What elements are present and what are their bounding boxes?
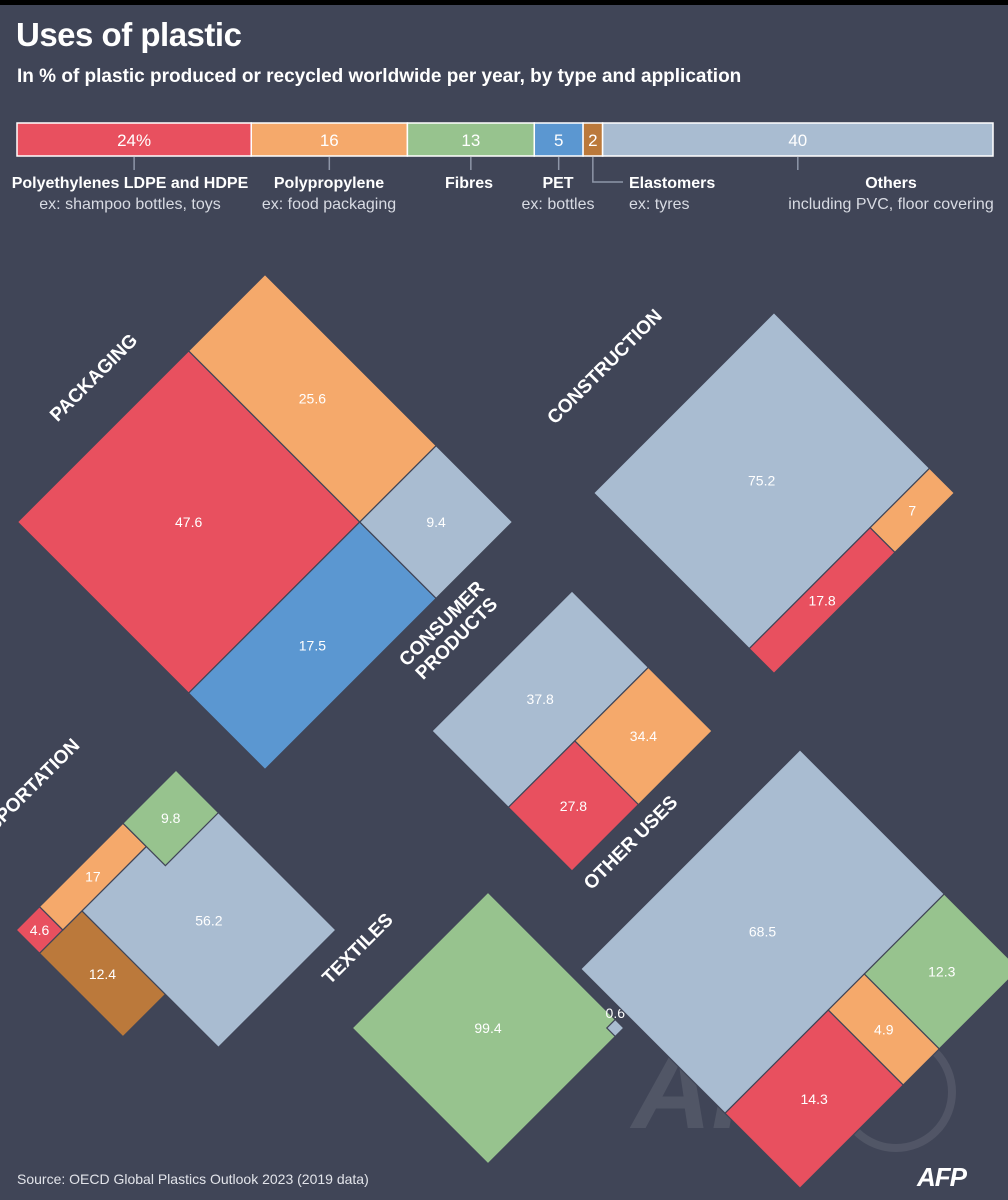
- application-title-group: TEXTILES: [319, 910, 398, 989]
- treemap-blocks-4: [351, 891, 625, 1165]
- bar-segment-others: [601, 122, 994, 157]
- legend-name-elastomers: Elastomers: [629, 175, 715, 192]
- bar-segment-pet: [533, 122, 584, 157]
- block-value-polypropylene: 34.4: [630, 728, 657, 744]
- legend-name-polyethylene: Polyethylenes LDPE and HDPE: [12, 175, 249, 192]
- block-polypropylene: [869, 467, 956, 554]
- application-title: CONSTRUCTION: [544, 306, 667, 429]
- block-fibres: [122, 769, 220, 867]
- block-value-others: 37.8: [527, 691, 554, 707]
- afp-logo: AFP: [917, 1162, 967, 1192]
- bar-value-polyethylene: 24%: [117, 131, 151, 150]
- bar-segment-polyethylene: [16, 122, 252, 157]
- block-value-fibres: 99.4: [474, 1020, 501, 1036]
- block-others: [605, 1018, 625, 1038]
- block-value-polyethylene: 4.6: [30, 922, 50, 938]
- bar-value-fibres: 13: [461, 131, 480, 150]
- legend-example-others: including PVC, floor covering: [788, 196, 993, 213]
- legend-example-polyethylene: ex: shampoo bottles, toys: [39, 196, 220, 213]
- bar-value-pet: 5: [554, 131, 563, 150]
- block-value-pet: 17.5: [299, 638, 326, 654]
- bar-segment-polypropylene: [250, 122, 409, 157]
- legend-example-elastomers: ex: tyres: [629, 196, 689, 213]
- bar-value-others: 40: [788, 131, 807, 150]
- bar-value-elastomers: 2: [588, 131, 597, 150]
- application-title-group: TRANSPORTATION: [0, 735, 84, 873]
- block-value-polyethylene: 47.6: [175, 514, 202, 530]
- block-value-others: 56.2: [195, 912, 222, 928]
- treemap-blocks-0: [16, 273, 514, 771]
- legend-name-pet: PET: [542, 175, 573, 192]
- block-value-fibres: 12.3: [928, 963, 955, 979]
- application-title: TRANSPORTATION: [0, 735, 84, 873]
- treemap-blocks-2: [431, 590, 713, 872]
- chart-subtitle: In % of plastic produced or recycled wor…: [17, 66, 742, 87]
- treemap-blocks-1: [592, 311, 956, 675]
- block-value-others: 75.2: [748, 473, 775, 489]
- block-value-fibres: 9.8: [161, 810, 181, 826]
- block-fibres: [351, 891, 625, 1165]
- top-rule: [0, 0, 1008, 5]
- treemap-blocks-3: [15, 769, 337, 1049]
- block-value-polypropylene: 17: [85, 869, 101, 885]
- block-value-elastomers: 12.4: [89, 966, 116, 982]
- chart-title: Uses of plastic: [16, 16, 242, 53]
- legend-name-polypropylene: Polypropylene: [274, 175, 384, 192]
- block-value-others: 9.4: [426, 514, 446, 530]
- legend-name-fibres: Fibres: [445, 175, 493, 192]
- application-title-group: CONSTRUCTION: [544, 306, 667, 429]
- block-value-polyethylene: 27.8: [560, 798, 587, 814]
- block-polypropylene: [187, 273, 437, 523]
- application-title: TEXTILES: [319, 910, 398, 989]
- treemap-blocks-5: [579, 748, 1008, 1190]
- legend-example-polypropylene: ex: food packaging: [262, 196, 396, 213]
- legend-tick-elastomers: [592, 157, 623, 183]
- block-value-polypropylene: 7: [908, 502, 916, 518]
- legend-example-pet: ex: bottles: [522, 196, 595, 213]
- block-value-polypropylene: 25.6: [299, 390, 326, 406]
- legend-name-others: Others: [865, 175, 917, 192]
- source-note: Source: OECD Global Plastics Outlook 202…: [17, 1171, 369, 1187]
- block-value-polyethylene: 17.8: [808, 592, 835, 608]
- block-polypropylene: [573, 666, 713, 806]
- block-fibres: [863, 893, 1008, 1050]
- treemap-transportation: 4.6 12.4 56.2 17 9.8 TRANSPORTATION: [0, 735, 337, 1049]
- bar-value-polypropylene: 16: [320, 131, 339, 150]
- treemap-construction: 75.2 17.8 7 CONSTRUCTION: [544, 306, 956, 675]
- block-value-polyethylene: 14.3: [801, 1091, 828, 1107]
- block-value-others: 68.5: [749, 924, 776, 940]
- block-value-polypropylene: 4.9: [874, 1021, 894, 1037]
